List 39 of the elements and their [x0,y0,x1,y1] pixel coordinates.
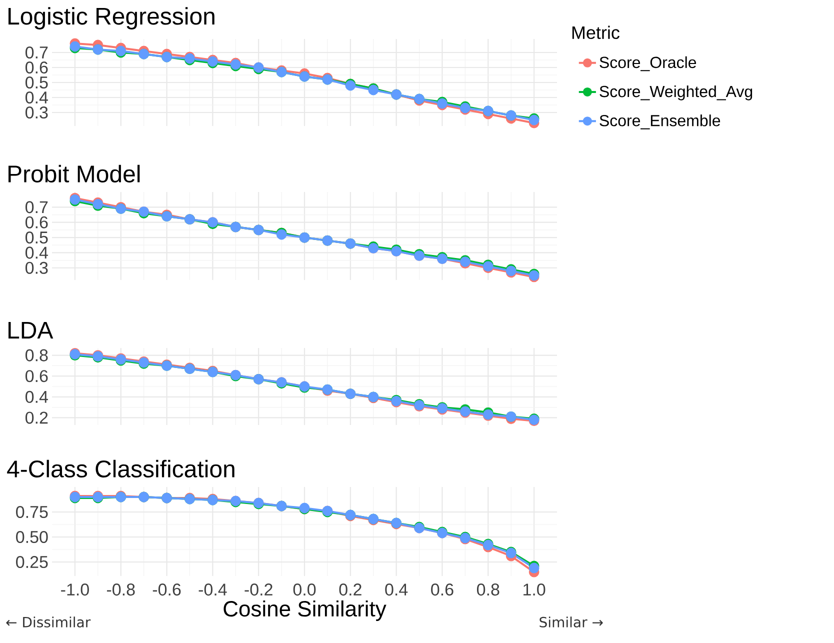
x-tick-label: 0.8 [476,584,500,596]
x-tick-label: -0.8 [106,584,135,596]
y-tick-label: 0.4 [25,390,48,403]
y-tick-label: 0.2 [25,412,48,424]
x-tick-label: -1.0 [61,584,89,596]
y-tick-label: 0.6 [25,216,48,228]
y-tick-label: 0.50 [16,530,48,544]
legend-label: Score_Ensemble [600,114,720,130]
x-tick-label: 0.6 [431,584,454,596]
y-tick-label: 0.8 [25,349,48,362]
text: ← Dissimilar [6,616,91,628]
legend-title: Metric [572,26,620,40]
y-tick-label: 0.5 [25,232,48,244]
text: Similar → [540,616,603,628]
y-tick-label: 0.7 [25,46,48,59]
x-tick-label: 0.0 [293,584,316,596]
y-tick-label: 0.6 [25,370,48,382]
x-tick-label: 1.0 [524,584,546,596]
y-tick-label: 0.4 [25,91,48,104]
y-tick-label: 0.7 [25,201,48,214]
chart-title: LDA [8,322,54,338]
y-tick-label: 0.5 [25,76,48,89]
y-tick-label: 0.4 [25,246,48,259]
chart-title: Probit Model [8,164,140,182]
x-tick-label: 0.2 [339,584,362,596]
chart-title: Logistic Regression [8,7,214,30]
y-tick-label: 0.75 [16,506,48,518]
x-tick-label: -0.6 [152,584,181,596]
legend-label: Score_Oracle [600,56,696,72]
legend-label: Score_Weighted_Avg [600,85,752,100]
x-tick-label: -0.4 [198,584,227,596]
y-tick-label: 0.25 [16,556,48,568]
x-tick-label: -0.2 [244,584,272,596]
y-tick-label: 0.3 [25,106,48,119]
y-tick-label: 0.6 [25,61,48,74]
chart-title: 4-Class Classification [7,460,234,478]
x-tick-label: 0.4 [385,584,408,596]
x-axis-title: Cosine Similarity [224,600,386,621]
y-tick-label: 0.3 [25,262,48,274]
